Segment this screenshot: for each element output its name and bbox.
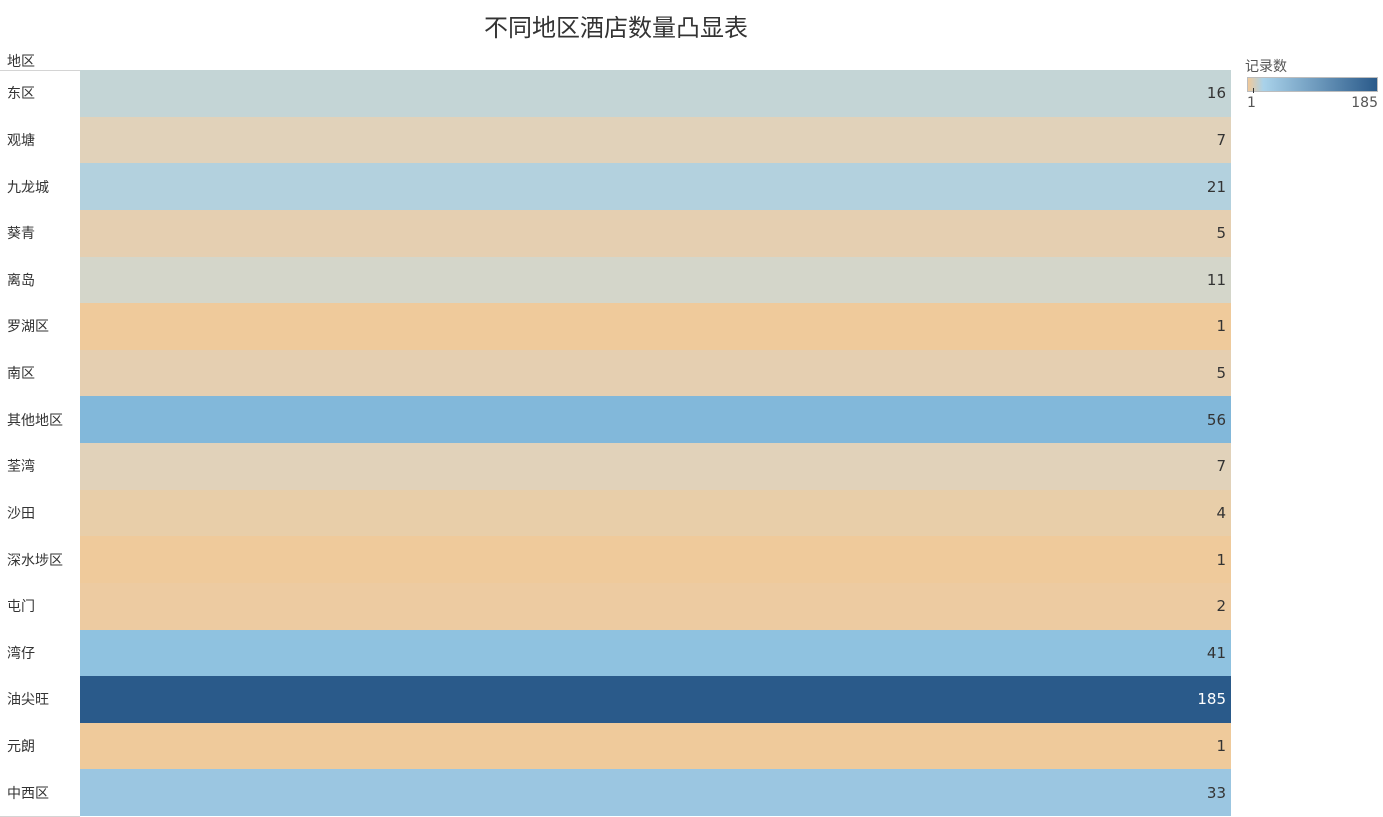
legend-gradient-bar — [1247, 77, 1378, 92]
cell-value-label: 16 — [1206, 84, 1226, 103]
table-row: 沙田 4 — [0, 489, 1231, 537]
legend-marker — [1253, 88, 1254, 93]
row-label: 中西区 — [7, 785, 49, 802]
row-label: 其他地区 — [7, 412, 63, 429]
cell-value-label: 5 — [1216, 364, 1226, 383]
heatmap-table: 东区 16 观塘 7 九龙城 21 葵青 5 离岛 11 罗湖区 1 南区 5 其他地区 56 荃湾 7 沙田 4 深水… — [0, 70, 1231, 816]
table-row: 离岛 11 — [0, 256, 1231, 304]
row-label: 离岛 — [7, 272, 35, 289]
table-row: 葵青 5 — [0, 209, 1231, 257]
heatmap-cell[interactable]: 1 — [80, 303, 1231, 350]
cell-value-label: 1 — [1216, 737, 1226, 756]
cell-value-label: 1 — [1216, 550, 1226, 569]
heatmap-cell[interactable]: 33 — [80, 769, 1231, 816]
cell-value-label: 21 — [1206, 177, 1226, 196]
heatmap-cell[interactable]: 41 — [80, 629, 1231, 677]
table-row: 油尖旺 185 — [0, 676, 1231, 723]
cell-value-label: 7 — [1216, 457, 1226, 476]
table-row: 东区 16 — [0, 70, 1231, 117]
table-row: 九龙城 21 — [0, 163, 1231, 210]
heatmap-cell[interactable]: 185 — [80, 676, 1231, 723]
table-row: 观塘 7 — [0, 116, 1231, 164]
row-label: 屯门 — [7, 599, 35, 616]
table-row: 屯门 2 — [0, 582, 1231, 630]
cell-value-label: 2 — [1216, 597, 1226, 616]
table-row: 南区 5 — [0, 349, 1231, 397]
cell-value-label: 56 — [1206, 410, 1226, 429]
cell-value-label: 41 — [1206, 643, 1226, 662]
chart-title: 不同地区酒店数量凸显表 — [484, 14, 748, 42]
cell-value-label: 5 — [1216, 224, 1226, 243]
table-row: 其他地区 56 — [0, 396, 1231, 443]
row-label: 东区 — [7, 86, 35, 103]
cell-value-label: 11 — [1206, 270, 1226, 289]
cell-value-label: 1 — [1216, 317, 1226, 336]
row-label: 罗湖区 — [7, 319, 49, 336]
table-row: 元朗 1 — [0, 722, 1231, 770]
row-label: 沙田 — [7, 505, 35, 522]
heatmap-cell[interactable]: 1 — [80, 722, 1231, 770]
row-header-label: 地区 — [7, 54, 35, 70]
heatmap-cell[interactable]: 11 — [80, 256, 1231, 304]
cell-value-label: 4 — [1216, 503, 1226, 522]
table-row: 湾仔 41 — [0, 629, 1231, 677]
cell-value-label: 185 — [1197, 690, 1226, 709]
heatmap-cell[interactable]: 7 — [80, 443, 1231, 490]
row-label: 葵青 — [7, 226, 35, 243]
heatmap-cell[interactable]: 21 — [80, 163, 1231, 210]
heatmap-cell[interactable]: 2 — [80, 582, 1231, 630]
heatmap-cell[interactable]: 16 — [80, 70, 1231, 117]
row-label: 荃湾 — [7, 459, 35, 476]
legend-min-label: 1 — [1247, 95, 1256, 111]
heatmap-cell[interactable]: 1 — [80, 536, 1231, 583]
row-label: 南区 — [7, 366, 35, 383]
row-label: 观塘 — [7, 132, 35, 149]
row-label: 九龙城 — [7, 179, 49, 196]
heatmap-cell[interactable]: 56 — [80, 396, 1231, 443]
heatmap-cell[interactable]: 4 — [80, 489, 1231, 537]
table-row: 荃湾 7 — [0, 443, 1231, 490]
cell-value-label: 33 — [1206, 783, 1226, 802]
table-row: 深水埗区 1 — [0, 536, 1231, 583]
legend-title: 记录数 — [1245, 59, 1287, 75]
row-label: 元朗 — [7, 739, 35, 756]
heatmap-cell[interactable]: 5 — [80, 209, 1231, 257]
legend-max-label: 185 — [1351, 95, 1378, 111]
table-row: 罗湖区 1 — [0, 303, 1231, 350]
table-row: 中西区 33 — [0, 769, 1231, 816]
row-label: 油尖旺 — [7, 692, 49, 709]
heatmap-cell[interactable]: 7 — [80, 116, 1231, 164]
heatmap-cell[interactable]: 5 — [80, 349, 1231, 397]
cell-value-label: 7 — [1216, 130, 1226, 149]
row-label: 湾仔 — [7, 645, 35, 662]
row-label: 深水埗区 — [7, 552, 63, 569]
